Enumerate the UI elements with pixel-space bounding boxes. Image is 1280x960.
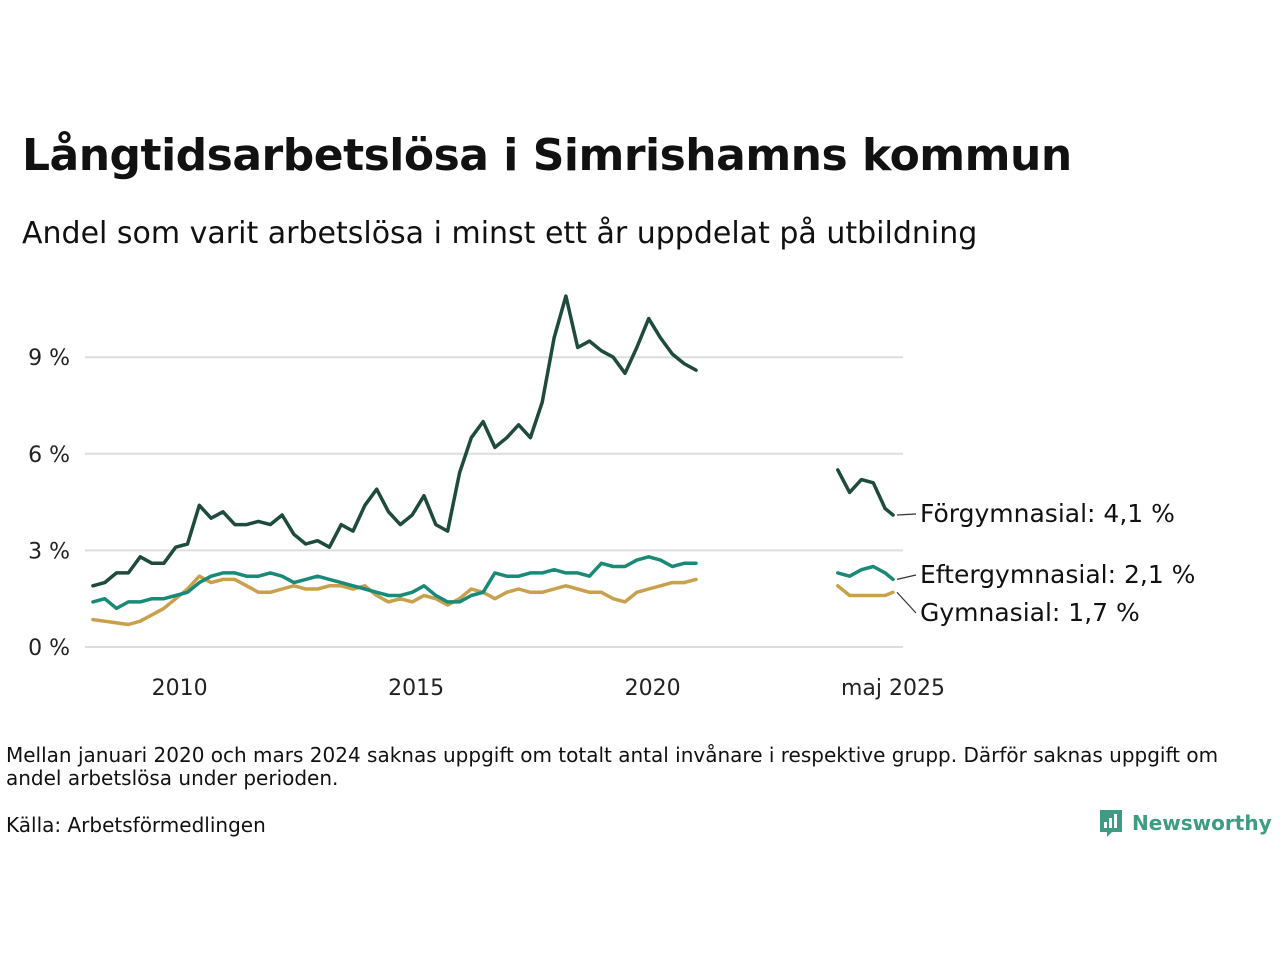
series-line-förgymnasial <box>91 294 698 588</box>
series-line-eftergymnasial <box>91 555 698 611</box>
series-line-förgymnasial <box>836 468 895 517</box>
series-line-gymnasial <box>91 574 698 627</box>
series-line-gymnasial <box>836 584 895 598</box>
footnote: Mellan januari 2020 och mars 2024 saknas… <box>6 743 1219 790</box>
x-tick-label: 2020 <box>625 676 681 701</box>
chart-title: Långtidsarbetslösa i Simrishamns kommun <box>22 130 1072 181</box>
gridlines <box>85 356 903 648</box>
y-tick-label: 9 % <box>28 346 70 371</box>
y-tick-label: 3 % <box>28 539 70 564</box>
series-end-label: Gymnasial: 1,7 % <box>920 598 1140 627</box>
x-tick-label: 2010 <box>152 676 208 701</box>
newsworthy-logo-text: Newsworthy <box>1132 811 1272 835</box>
x-axis: 2010 2015 2020 maj 2025 <box>152 676 945 701</box>
line-chart: 0 % 3 % 6 % 9 % 2010 2015 2020 maj 2025 Förgym… <box>28 294 1195 701</box>
newsworthy-logo: Newsworthy <box>1098 808 1272 838</box>
source-note: Källa: Arbetsförmedlingen <box>6 813 266 837</box>
series-end-label: Förgymnasial: 4,1 % <box>920 499 1175 528</box>
y-axis: 0 % 3 % 6 % 9 % <box>28 346 70 661</box>
leader-line <box>896 574 917 580</box>
leader-line <box>896 513 917 516</box>
series-end-labels: Förgymnasial: 4,1 % Eftergymnasial: 2,1 %… <box>896 499 1195 627</box>
newsworthy-logo-icon <box>1100 810 1122 837</box>
leader-line <box>896 591 917 614</box>
chart-subtitle: Andel som varit arbetslösa i minst ett å… <box>22 216 978 251</box>
y-tick-label: 0 % <box>28 636 70 661</box>
x-tick-label: maj 2025 <box>841 676 945 701</box>
x-tick-label: 2015 <box>388 676 444 701</box>
series-end-label: Eftergymnasial: 2,1 % <box>920 560 1195 589</box>
series-lines <box>91 294 895 627</box>
y-tick-label: 6 % <box>28 443 70 468</box>
series-line-eftergymnasial <box>836 564 895 582</box>
